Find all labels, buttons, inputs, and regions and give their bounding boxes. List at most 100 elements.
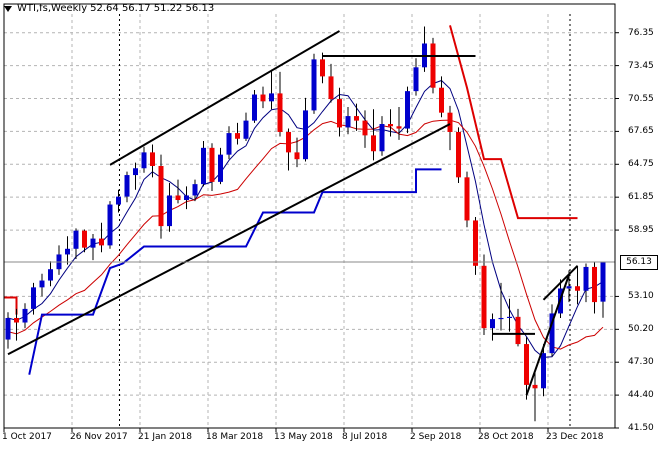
candle-up (498, 317, 504, 320)
grid-lines (3, 14, 615, 429)
candle-up (192, 184, 198, 196)
y-tick-label: 70.55 (628, 93, 654, 104)
y-tick-label: 50.20 (628, 324, 654, 335)
candle-down (337, 99, 342, 128)
candle-down (575, 286, 580, 291)
rebound-trendline (525, 274, 570, 396)
candle-down (260, 94, 266, 102)
y-tick-label: 44.40 (628, 390, 654, 401)
candle-up (22, 308, 28, 323)
ohlc-readout: 52.64 56.17 51.22 56.13 (90, 3, 215, 14)
trendline-lower-channel (7, 123, 451, 356)
candle-down (464, 177, 470, 221)
candle-up (243, 120, 249, 139)
candle-down (286, 131, 291, 153)
candle-down (362, 120, 368, 136)
candle-up (566, 286, 572, 289)
candle-down (82, 230, 87, 248)
current-price-tag: 56.13 (620, 255, 658, 271)
y-tick-label: 41.50 (628, 423, 654, 433)
candle-down (320, 59, 325, 77)
candle-up (48, 269, 53, 281)
candle-down (235, 133, 240, 139)
y-tick-label: 61.85 (628, 192, 654, 203)
x-tick-label: 18 Mar 2018 (206, 432, 264, 442)
symbol-label: WTI,fs,Weekly (17, 3, 88, 14)
trendlines (7, 30, 579, 396)
candle-up (507, 316, 512, 318)
candle-up (303, 110, 308, 160)
candle-up (116, 196, 121, 205)
x-tick-label: 23 Dec 2018 (546, 432, 604, 442)
y-tick-label: 47.30 (628, 357, 654, 368)
candle-down (592, 266, 597, 303)
candle-up (226, 133, 232, 155)
candle-up (583, 266, 589, 291)
candle-up (311, 59, 317, 111)
candle-up (39, 280, 45, 288)
candle-up (5, 317, 11, 340)
x-tick-label: 26 Nov 2017 (70, 432, 128, 442)
candle-down (328, 76, 334, 100)
candle-down (158, 165, 164, 227)
x-tick-label: 21 Jan 2018 (138, 432, 192, 442)
x-tick-label: 2 Sep 2018 (410, 432, 462, 442)
candle-down (473, 220, 478, 266)
stop-line-red (449, 25, 578, 220)
y-tick-label: 53.10 (628, 291, 654, 302)
candle-up (379, 124, 385, 152)
candle-up (490, 319, 495, 329)
candle-down (447, 112, 453, 132)
y-tick-label: 67.65 (628, 126, 654, 137)
candle-down (481, 265, 487, 329)
x-tick-label: 1 Oct 2017 (2, 432, 52, 442)
plot-border (3, 3, 616, 429)
candle-up (201, 147, 206, 185)
y-tick-label: 73.45 (628, 60, 654, 71)
candle-down (439, 87, 444, 113)
candle-down (209, 147, 215, 182)
y-tick-label: 76.35 (628, 27, 654, 38)
candle-up (133, 168, 138, 176)
candle-up (252, 94, 257, 121)
candle-down (294, 152, 300, 160)
candle-up (549, 313, 555, 354)
candle-down (388, 124, 393, 127)
candle-up (405, 91, 410, 129)
rebound-trendline-upper (542, 265, 579, 301)
candle-up (73, 230, 79, 249)
candle-down (524, 344, 529, 385)
candle-up (218, 154, 223, 182)
x-tick-label: 28 Oct 2018 (478, 432, 534, 442)
candle-up (600, 262, 606, 302)
candle-down (396, 126, 402, 129)
candle-up (31, 287, 36, 309)
candle-up (184, 195, 189, 201)
candle-up (345, 116, 351, 128)
candle-up (107, 204, 113, 246)
y-tick-label: 64.75 (628, 159, 654, 170)
chart-title: WTI,fs,Weekly 52.64 56.17 51.22 56.13 (4, 3, 214, 14)
chart-frame (3, 3, 619, 432)
candle-up (141, 152, 147, 169)
candle-down (277, 93, 283, 132)
stop-line-blue (28, 168, 442, 375)
candle-down (99, 238, 104, 246)
candle-down (371, 135, 376, 152)
candle-up (124, 175, 130, 197)
candle-up (541, 353, 546, 389)
candle-down (532, 384, 538, 389)
candle-down (354, 116, 359, 121)
candle-down (515, 316, 521, 345)
candle-up (269, 93, 274, 102)
dropdown-triangle-icon[interactable] (4, 5, 12, 12)
candle-down (456, 131, 461, 178)
x-tick-label: 13 May 2018 (274, 432, 333, 442)
candle-down (14, 317, 19, 323)
x-tick-label: 8 Jul 2018 (342, 432, 388, 442)
candle-up (167, 195, 172, 227)
stop-line-red-left (3, 296, 18, 315)
candle-up (65, 248, 70, 255)
